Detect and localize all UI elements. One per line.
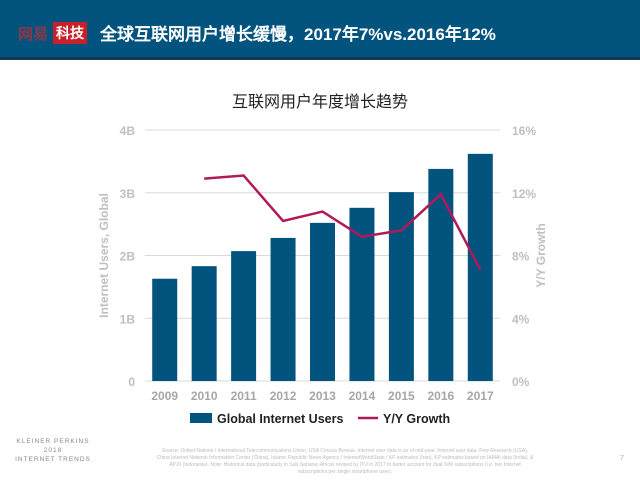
x-tick-label: 2016 [427, 389, 454, 403]
logo-netease: 网易 [18, 26, 49, 43]
x-tick-label: 2012 [270, 389, 297, 403]
logo-tech: 科技 [53, 22, 87, 44]
legend-line-label: Y/Y Growth [383, 412, 450, 426]
brand-line: 2018 [43, 447, 63, 454]
brand-logo: KLEINER PERKINS 2018 INTERNET TRENDS [8, 437, 98, 464]
y2-tick-label: 16% [512, 124, 536, 138]
y-axis-label: Internet Users, Global [97, 193, 111, 318]
x-tick-label: 2015 [388, 389, 415, 403]
y-tick-label: 0 [128, 375, 135, 389]
legend-bar-label: Global Internet Users [217, 412, 343, 426]
x-tick-label: 2010 [191, 389, 218, 403]
bar-2015 [388, 192, 414, 381]
bar-2009 [152, 278, 178, 381]
x-tick-label: 2013 [309, 389, 336, 403]
header-bar: 网易 科技 全球互联网用户增长缓慢，2017年7%vs.2016年12% [0, 0, 640, 60]
y-tick-label: 2B [120, 250, 136, 264]
x-tick-label: 2014 [349, 389, 376, 403]
y2-tick-label: 0% [512, 375, 530, 389]
bar-2013 [310, 222, 335, 381]
x-tick-label: 2009 [151, 389, 178, 403]
y2-tick-label: 8% [512, 250, 530, 264]
bar-2011 [231, 251, 257, 381]
y-tick-label: 4B [120, 124, 136, 138]
brand-line: KLEINER PERKINS [16, 438, 90, 445]
source-note: Source: United Nations / International T… [156, 448, 534, 475]
legend-bar-swatch [190, 413, 212, 423]
y2-axis-label: Y/Y Growth [534, 223, 548, 287]
brand-line: INTERNET TRENDS [15, 456, 91, 463]
bar-2014 [349, 207, 375, 381]
page-number: 7 [620, 455, 624, 462]
y2-tick-label: 12% [512, 187, 536, 201]
x-tick-label: 2017 [467, 389, 494, 403]
chart-title: 互联网用户年度增长趋势 [231, 94, 408, 111]
bar-2012 [270, 237, 296, 381]
bar-2016 [428, 168, 454, 381]
growth-line [204, 174, 482, 271]
y-tick-label: 1B [120, 312, 136, 326]
y-tick-label: 3B [120, 187, 136, 201]
slide-title: 全球互联网用户增长缓慢，2017年7%vs.2016年12% [100, 25, 496, 44]
bar-2010 [191, 266, 217, 381]
y2-tick-label: 4% [512, 312, 530, 326]
x-tick-label: 2011 [231, 389, 257, 403]
